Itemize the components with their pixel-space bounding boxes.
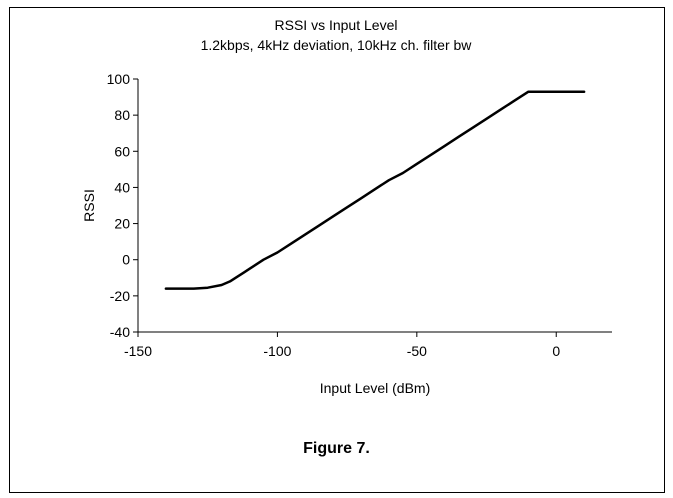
y-tick-label: -20 bbox=[110, 288, 130, 304]
chart-title: RSSI vs Input Level bbox=[275, 17, 398, 33]
y-tick-label: 60 bbox=[114, 143, 130, 159]
series-group bbox=[164, 90, 586, 290]
figure-frame bbox=[9, 7, 665, 493]
y-tick-label: 40 bbox=[114, 179, 130, 195]
x-tick-label: 0 bbox=[552, 343, 560, 359]
x-tick-label: -150 bbox=[124, 343, 152, 359]
x-tick-label: -100 bbox=[263, 343, 291, 359]
y-axis-label: RSSI bbox=[81, 189, 97, 222]
figure-caption: Figure 7. bbox=[303, 440, 370, 457]
series-line-0 bbox=[164, 90, 586, 290]
y-tick-label: -40 bbox=[110, 324, 130, 340]
y-tick-label: 100 bbox=[107, 71, 131, 87]
x-axis-label: Input Level (dBm) bbox=[320, 380, 431, 396]
y-tick-label: 0 bbox=[122, 252, 130, 268]
x-tick-label: -50 bbox=[407, 343, 427, 359]
axes bbox=[133, 78, 612, 337]
y-tick-label: 20 bbox=[114, 216, 130, 232]
chart-subtitle: 1.2kbps, 4kHz deviation, 10kHz ch. filte… bbox=[201, 37, 473, 53]
y-tick-label: 80 bbox=[114, 107, 130, 123]
tick-labels: -40 -20 0 20 40 60 80 100 -150 -100 -50 0 bbox=[107, 71, 561, 359]
